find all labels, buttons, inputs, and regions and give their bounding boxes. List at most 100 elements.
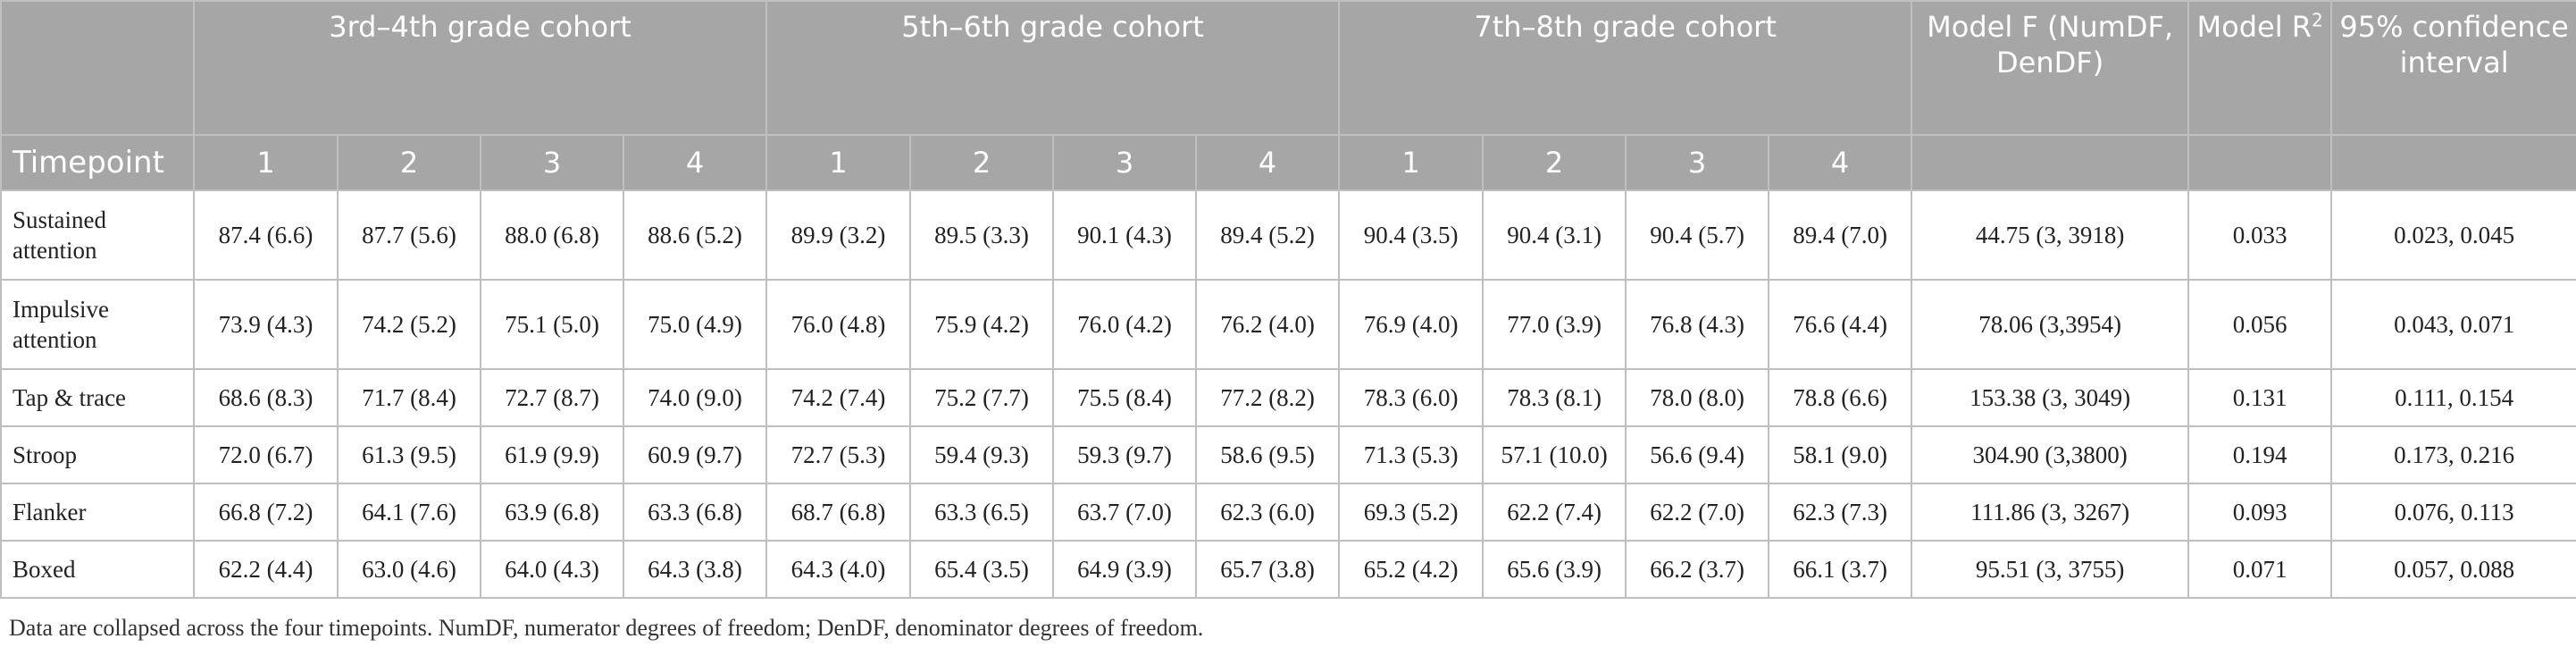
ci-cell: 0.023, 0.045 [2330,189,2576,281]
timepoint-header: 2 [1482,134,1627,191]
data-cell: 66.2 (3.7) [1625,540,1770,599]
ci-cell: 0.057, 0.088 [2330,540,2576,599]
data-cell: 57.1 (10.0) [1482,425,1627,484]
cohort-header-7th-8th: 7th–8th grade cohort [1338,0,1913,136]
header-empty-cell [2187,134,2333,191]
data-cell: 74.2 (5.2) [337,279,481,370]
header-empty-cell [2330,134,2576,191]
model-r2-cell: 0.093 [2187,483,2333,542]
data-cell: 73.9 (4.3) [193,279,339,370]
data-cell: 89.4 (7.0) [1768,189,1913,281]
table-row: Boxed 62.2 (4.4) 63.0 (4.6) 64.0 (4.3) 6… [0,540,2576,599]
data-cell: 68.7 (6.8) [765,483,912,542]
data-cell: 76.0 (4.2) [1052,279,1198,370]
data-cell: 63.0 (4.6) [337,540,481,599]
data-cell: 64.0 (4.3) [480,540,624,599]
ci-cell: 0.043, 0.071 [2330,279,2576,370]
data-cell: 78.3 (6.0) [1338,368,1485,427]
data-cell: 88.0 (6.8) [480,189,624,281]
timepoint-header: 4 [622,134,768,191]
header-corner-cell [0,0,195,136]
data-cell: 89.5 (3.3) [909,189,1055,281]
data-cell: 64.9 (3.9) [1052,540,1198,599]
table-row: Flanker 66.8 (7.2) 64.1 (7.6) 63.9 (6.8)… [0,483,2576,542]
header-empty-cell [1911,134,2190,191]
data-cell: 56.6 (9.4) [1625,425,1770,484]
data-cell: 76.0 (4.8) [765,279,912,370]
data-cell: 88.6 (5.2) [622,189,768,281]
data-cell: 75.0 (4.9) [622,279,768,370]
data-cell: 69.3 (5.2) [1338,483,1485,542]
ci-cell: 0.111, 0.154 [2330,368,2576,427]
data-cell: 74.0 (9.0) [622,368,768,427]
model-f-cell: 95.51 (3, 3755) [1911,540,2190,599]
table-header: 3rd–4th grade cohort 5th–6th grade cohor… [0,0,2576,191]
data-cell: 62.3 (6.0) [1195,483,1341,542]
data-cell: 65.4 (3.5) [909,540,1055,599]
timepoint-header: 1 [765,134,912,191]
data-cell: 61.3 (9.5) [337,425,481,484]
data-cell: 65.6 (3.9) [1482,540,1627,599]
timepoint-header: 1 [193,134,339,191]
model-f-cell: 78.06 (3,3954) [1911,279,2190,370]
table-body: Sustained attention 87.4 (6.6) 87.7 (5.6… [0,189,2576,599]
timepoint-header: 1 [1338,134,1485,191]
model-r2-cell: 0.071 [2187,540,2333,599]
table-row: Sustained attention 87.4 (6.6) 87.7 (5.6… [0,189,2576,281]
table-footnote: Data are collapsed across the four timep… [9,615,1204,641]
data-cell: 65.2 (4.2) [1338,540,1485,599]
data-cell: 90.4 (5.7) [1625,189,1770,281]
model-f-cell: 304.90 (3,3800) [1911,425,2190,484]
data-cell: 63.7 (7.0) [1052,483,1198,542]
timepoint-header: 2 [337,134,481,191]
model-r2-cell: 0.131 [2187,368,2333,427]
model-r2-cell: 0.194 [2187,425,2333,484]
data-cell: 71.7 (8.4) [337,368,481,427]
data-cell: 72.0 (6.7) [193,425,339,484]
data-cell: 64.3 (4.0) [765,540,912,599]
model-f-cell: 111.86 (3, 3267) [1911,483,2190,542]
data-cell: 62.2 (7.4) [1482,483,1627,542]
data-cell: 61.9 (9.9) [480,425,624,484]
data-cell: 64.3 (3.8) [622,540,768,599]
data-cell: 75.2 (7.7) [909,368,1055,427]
row-label: Stroop [0,425,195,484]
data-cell: 62.3 (7.3) [1768,483,1913,542]
timepoint-label: Timepoint [0,134,195,191]
ci-cell: 0.173, 0.216 [2330,425,2576,484]
data-cell: 63.9 (6.8) [480,483,624,542]
table-row: Impulsive attention 73.9 (4.3) 74.2 (5.2… [0,279,2576,370]
cohort-header-3rd-4th: 3rd–4th grade cohort [192,0,768,136]
data-cell: 90.4 (3.5) [1338,189,1485,281]
data-cell: 90.4 (3.1) [1482,189,1627,281]
data-cell: 64.1 (7.6) [337,483,481,542]
data-cell: 66.1 (3.7) [1768,540,1913,599]
data-cell: 63.3 (6.5) [909,483,1055,542]
header-row-cohorts: 3rd–4th grade cohort 5th–6th grade cohor… [0,0,2576,136]
row-label: Impulsive attention [0,279,195,370]
model-f-cell: 44.75 (3, 3918) [1911,189,2190,281]
data-cell: 58.1 (9.0) [1768,425,1913,484]
data-cell: 62.2 (4.4) [193,540,339,599]
data-cell: 89.9 (3.2) [765,189,912,281]
data-cell: 89.4 (5.2) [1195,189,1341,281]
data-cell: 71.3 (5.3) [1338,425,1485,484]
timepoint-header: 4 [1768,134,1913,191]
row-label: Boxed [0,540,195,599]
timepoint-header: 3 [480,134,624,191]
data-cell: 87.4 (6.6) [193,189,339,281]
data-cell: 59.4 (9.3) [909,425,1055,484]
results-table: 3rd–4th grade cohort 5th–6th grade cohor… [0,0,2576,599]
data-cell: 78.0 (8.0) [1625,368,1770,427]
ci-header: 95% confidence interval [2330,0,2576,136]
data-cell: 75.9 (4.2) [909,279,1055,370]
data-cell: 66.8 (7.2) [193,483,339,542]
data-cell: 68.6 (8.3) [193,368,339,427]
data-cell: 76.6 (4.4) [1768,279,1913,370]
model-r2-header: Model R2 [2187,0,2333,136]
data-cell: 77.0 (3.9) [1482,279,1627,370]
data-cell: 72.7 (8.7) [480,368,624,427]
model-f-cell: 153.38 (3, 3049) [1911,368,2190,427]
row-label: Sustained attention [0,189,195,281]
timepoint-header: 3 [1052,134,1198,191]
